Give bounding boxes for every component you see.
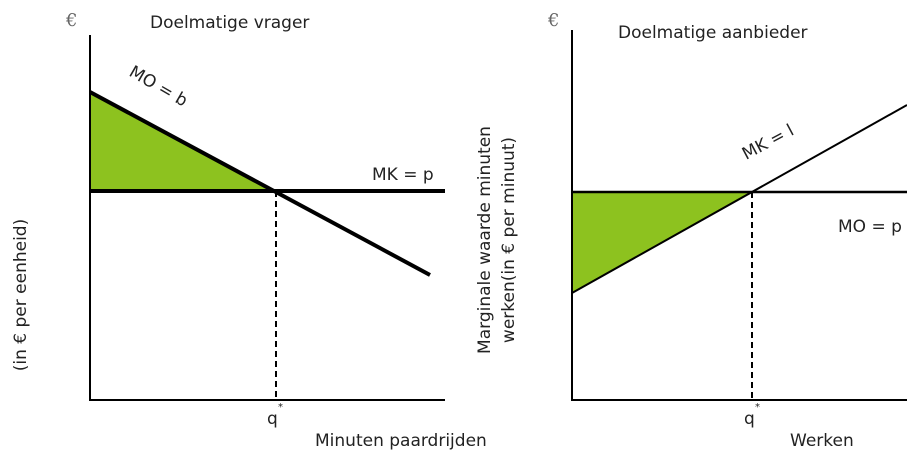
panel-title: Doelmatige aanbieder — [618, 23, 808, 43]
currency: € — [65, 10, 77, 31]
cost-label: MK = l — [739, 121, 797, 165]
q-label: q — [744, 409, 755, 429]
q-sup: * — [278, 402, 283, 413]
benefit-label: MO = p — [838, 217, 902, 237]
y-axis-label: Marginale waarde minuten — [475, 126, 495, 354]
currency: € — [547, 10, 559, 31]
demand-line — [89, 90, 431, 277]
panel-title: Doelmatige vrager — [150, 13, 309, 33]
y-axis-label: werken(in € per minuut) — [499, 137, 519, 343]
q-label: q — [267, 409, 278, 429]
q-sup: * — [755, 402, 760, 413]
x-axis-label: Werken — [790, 431, 854, 450]
demand-label: MO = b — [126, 62, 191, 111]
x-axis-label: Minuten paardrijden — [315, 431, 487, 450]
cost-label: MK = p — [372, 165, 434, 185]
y-axis-label: (in € per eenheid) — [11, 219, 31, 371]
right-panel: € Doelmatige aanbieder MK = l MO = p q *… — [475, 10, 907, 450]
cost-line — [571, 104, 907, 294]
left-panel: € Doelmatige vrager MO = b MK = p q * Mi… — [11, 10, 487, 450]
